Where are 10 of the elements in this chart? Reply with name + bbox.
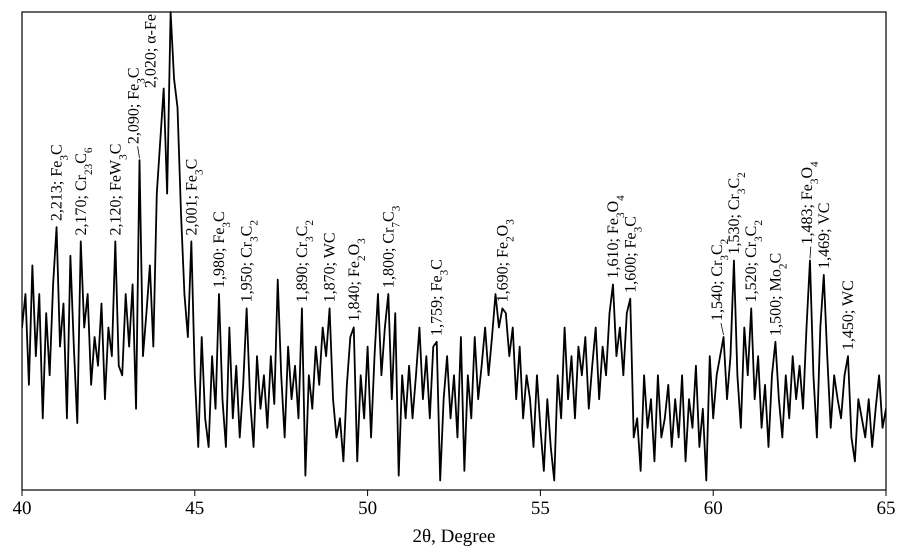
annotation: 1,870; WC [322,232,339,302]
x-tick-label: 60 [704,498,723,519]
x-tick-label: 50 [358,498,378,519]
x-tick-label: 40 [12,498,32,519]
x-tick-label: 55 [530,498,550,519]
annotation: 1,469; VC [816,202,833,269]
annotation: 1,450; WC [840,280,857,350]
x-tick-label: 45 [185,498,204,519]
x-tick-label: 65 [876,498,896,519]
x-axis-title: 2θ, Degree [412,526,496,547]
